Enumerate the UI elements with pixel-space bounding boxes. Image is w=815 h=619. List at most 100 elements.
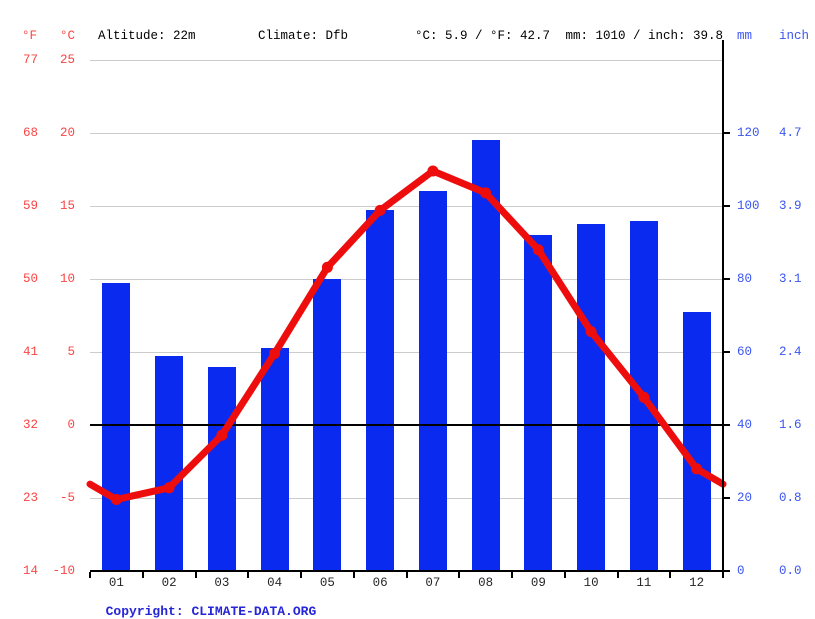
month-label: 10 bbox=[583, 576, 599, 590]
mm-tick-label: 0 bbox=[737, 564, 745, 578]
celsius-tick-label: 5 bbox=[67, 345, 75, 359]
precipitation-bar bbox=[366, 209, 395, 571]
copyright-link[interactable]: CLIMATE-DATA.ORG bbox=[191, 604, 317, 619]
fahrenheit-tick-label: 32 bbox=[22, 418, 38, 432]
right-axis-tick bbox=[724, 278, 730, 280]
month-label: 09 bbox=[530, 576, 546, 590]
x-axis-tick bbox=[405, 572, 408, 578]
x-axis-tick bbox=[722, 572, 724, 578]
temperature-point bbox=[321, 261, 333, 273]
fahrenheit-unit-label: °F bbox=[22, 29, 38, 43]
x-axis-tick bbox=[352, 572, 355, 578]
temperature-point bbox=[532, 244, 544, 256]
gridline bbox=[90, 205, 723, 207]
fahrenheit-tick-label: 14 bbox=[22, 564, 38, 578]
right-axis-tick bbox=[724, 424, 730, 426]
temperature-point bbox=[585, 326, 597, 338]
right-axis-tick bbox=[724, 570, 730, 572]
fahrenheit-tick-label: 77 bbox=[22, 53, 38, 67]
x-axis-tick bbox=[300, 572, 302, 578]
mm-tick-label: 80 bbox=[737, 272, 753, 286]
month-label: 06 bbox=[372, 576, 388, 590]
month-label: 02 bbox=[161, 576, 177, 590]
x-axis-tick bbox=[194, 572, 197, 578]
right-axis-tick bbox=[724, 132, 730, 134]
fahrenheit-tick-label: 50 bbox=[22, 272, 38, 286]
month-label: 08 bbox=[478, 576, 494, 590]
gridline bbox=[90, 497, 723, 499]
mm-unit-label: mm bbox=[737, 29, 753, 43]
right-axis-line bbox=[722, 40, 724, 571]
temperature-line bbox=[86, 167, 727, 503]
celsius-tick-label: 25 bbox=[59, 53, 75, 67]
mm-tick-label: 60 bbox=[737, 345, 753, 359]
x-axis-tick bbox=[616, 572, 619, 578]
precipitation-bar bbox=[155, 355, 184, 571]
inch-tick-label: 1.6 bbox=[779, 418, 802, 432]
temperature-point bbox=[269, 348, 281, 359]
inch-tick-label: 3.1 bbox=[779, 272, 802, 286]
celsius-tick-label: 0 bbox=[67, 418, 75, 432]
right-axis-tick bbox=[724, 351, 730, 353]
temperature-point bbox=[691, 463, 703, 475]
altitude-label: Altitude: 22m bbox=[98, 29, 196, 43]
temperature-point bbox=[638, 391, 650, 403]
inch-tick-label: 3.9 bbox=[779, 199, 802, 213]
temperature-point bbox=[110, 494, 122, 505]
mm-tick-label: 40 bbox=[737, 418, 753, 432]
celsius-tick-label: -5 bbox=[59, 491, 75, 505]
month-label: 07 bbox=[425, 576, 441, 590]
precipitation-bar bbox=[524, 235, 553, 571]
x-axis-tick bbox=[511, 572, 513, 578]
precipitation-bar bbox=[682, 311, 711, 571]
mean-temperature-label: °C: 5.9 / °F: 42.7 bbox=[415, 29, 551, 43]
x-axis-tick bbox=[247, 572, 250, 578]
annual-precipitation-label: mm: 1010 / inch: 39.8 bbox=[565, 29, 723, 43]
x-axis-tick bbox=[141, 572, 144, 578]
celsius-tick-label: 20 bbox=[59, 126, 75, 140]
x-axis-tick bbox=[458, 572, 461, 578]
month-label: 01 bbox=[108, 576, 124, 590]
mm-tick-label: 120 bbox=[737, 126, 760, 140]
month-label: 04 bbox=[267, 576, 283, 590]
precipitation-bar bbox=[207, 366, 236, 571]
month-label: 05 bbox=[319, 576, 335, 590]
temperature-point bbox=[427, 165, 439, 177]
precipitation-bar bbox=[260, 348, 289, 571]
x-axis-line bbox=[90, 570, 724, 572]
right-axis-tick bbox=[724, 205, 730, 207]
x-axis-tick bbox=[563, 572, 566, 578]
gridline bbox=[90, 351, 723, 353]
inch-tick-label: 0.0 bbox=[779, 564, 802, 578]
right-axis-tick bbox=[724, 497, 730, 499]
temperature-point bbox=[374, 204, 386, 216]
gridline bbox=[90, 278, 723, 280]
copyright-label: Copyright: bbox=[105, 604, 192, 619]
temperature-point bbox=[216, 429, 228, 441]
zero-degree-line bbox=[90, 424, 723, 426]
month-label: 03 bbox=[214, 576, 230, 590]
celsius-tick-label: 15 bbox=[59, 199, 75, 213]
copyright: Copyright: CLIMATE-DATA.ORG bbox=[90, 589, 317, 619]
month-label: 11 bbox=[636, 576, 652, 590]
gridline bbox=[90, 59, 723, 61]
mm-tick-label: 20 bbox=[737, 491, 753, 505]
x-axis-tick bbox=[669, 572, 672, 578]
precipitation-bar bbox=[577, 224, 606, 571]
month-label: 12 bbox=[689, 576, 705, 590]
gridline bbox=[90, 132, 723, 134]
inch-tick-label: 2.4 bbox=[779, 345, 802, 359]
temperature-point bbox=[480, 187, 492, 199]
fahrenheit-tick-label: 59 bbox=[22, 199, 38, 213]
x-axis-tick bbox=[89, 572, 91, 578]
celsius-unit-label: °C bbox=[60, 29, 76, 43]
fahrenheit-tick-label: 23 bbox=[22, 491, 38, 505]
inch-tick-label: 0.8 bbox=[779, 491, 802, 505]
precipitation-bar bbox=[102, 282, 131, 571]
precipitation-bar bbox=[471, 140, 500, 571]
precipitation-bar bbox=[418, 191, 447, 571]
celsius-tick-label: 10 bbox=[59, 272, 75, 286]
celsius-tick-label: -10 bbox=[52, 564, 75, 578]
temperature-point bbox=[163, 482, 175, 494]
mm-tick-label: 100 bbox=[737, 199, 760, 213]
